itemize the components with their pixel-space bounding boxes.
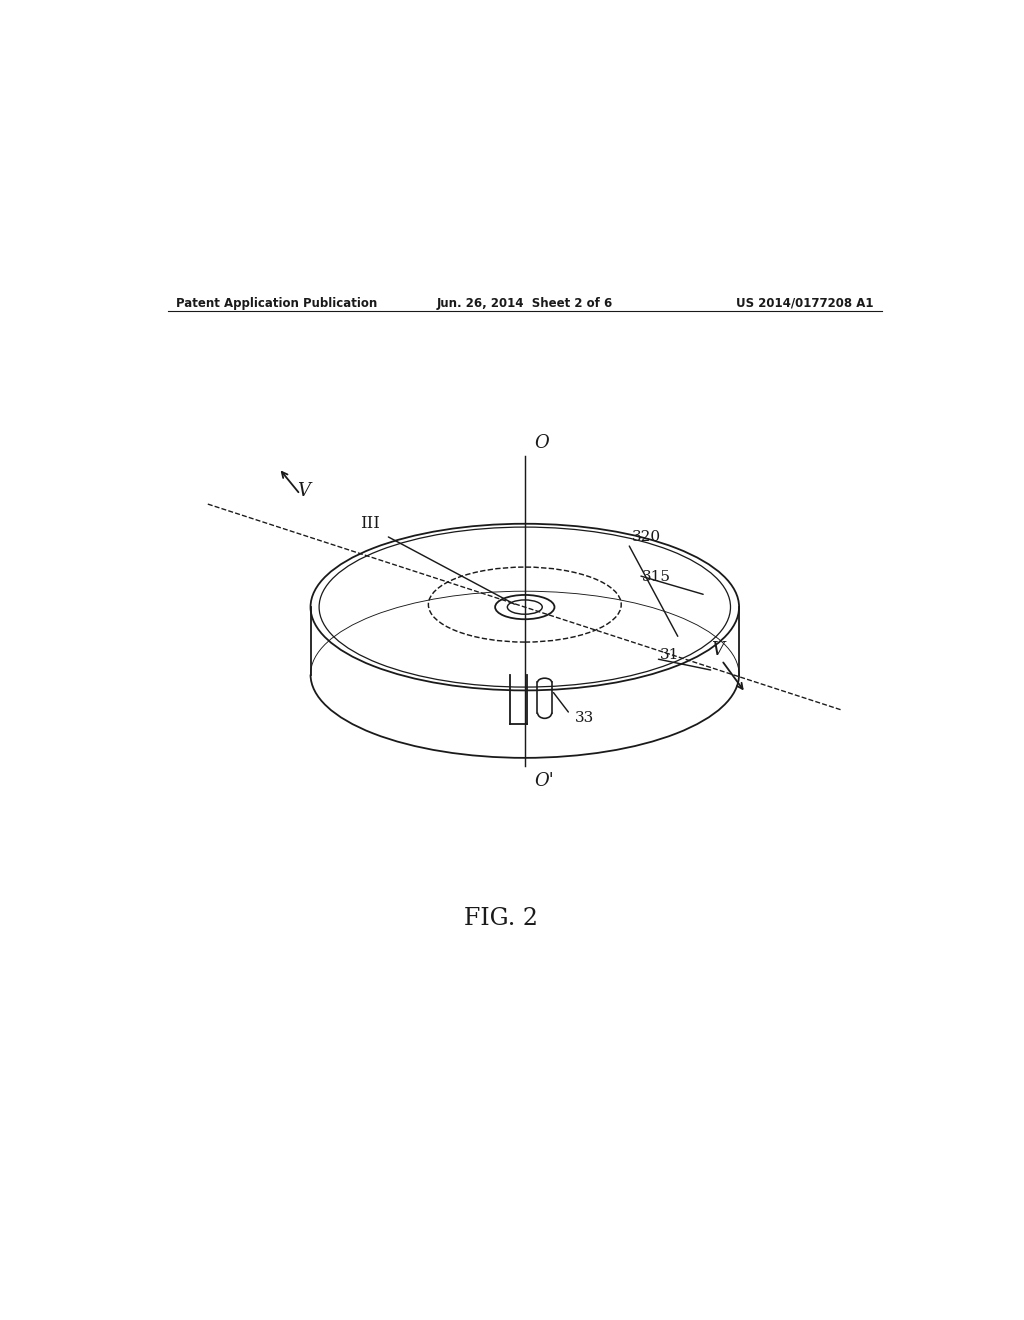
Text: 33: 33 xyxy=(574,711,594,725)
Text: 320: 320 xyxy=(632,531,662,544)
Text: O': O' xyxy=(535,772,554,791)
Text: III: III xyxy=(360,515,380,532)
Text: 315: 315 xyxy=(642,570,672,583)
Text: O: O xyxy=(535,434,549,453)
Text: Jun. 26, 2014  Sheet 2 of 6: Jun. 26, 2014 Sheet 2 of 6 xyxy=(436,297,613,310)
Text: V: V xyxy=(297,482,310,500)
Text: US 2014/0177208 A1: US 2014/0177208 A1 xyxy=(736,297,873,310)
Text: FIG. 2: FIG. 2 xyxy=(464,907,538,931)
Text: Patent Application Publication: Patent Application Publication xyxy=(176,297,377,310)
Text: V: V xyxy=(712,640,724,659)
Text: 31: 31 xyxy=(659,648,679,661)
